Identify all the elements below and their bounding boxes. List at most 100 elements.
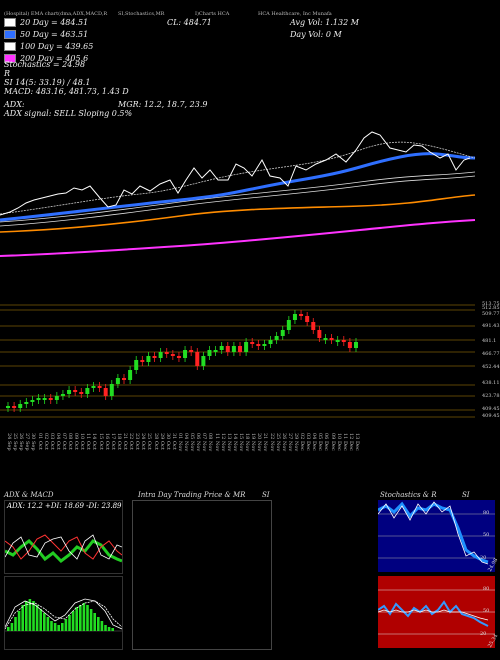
candle-body bbox=[12, 406, 17, 408]
price-level-lines bbox=[0, 304, 475, 418]
rsi-axis-20: 20 bbox=[480, 631, 487, 637]
macd-bar bbox=[14, 617, 17, 631]
macd-value: MACD: 483.16, 481.73, 1.43 D bbox=[4, 87, 129, 96]
candle-body bbox=[91, 386, 96, 388]
candle-body bbox=[231, 346, 236, 352]
macd-bar bbox=[28, 599, 32, 631]
date-label: 08 Nov bbox=[207, 433, 214, 452]
candle-body bbox=[30, 400, 35, 402]
price-label: 423.78 bbox=[482, 393, 500, 399]
macd-bar bbox=[21, 605, 24, 631]
macd-bar bbox=[43, 613, 46, 631]
price-label: 466.77 bbox=[482, 351, 500, 357]
candle-body bbox=[36, 398, 41, 400]
rsi-axis-50: 50 bbox=[483, 608, 490, 614]
legend-swatch bbox=[4, 18, 16, 27]
macd-bar bbox=[57, 625, 60, 631]
macd-bar bbox=[64, 619, 68, 631]
legend-label: 100 Day = 439.65 bbox=[20, 42, 94, 51]
candle-body bbox=[299, 314, 304, 316]
macd-bar bbox=[107, 627, 111, 631]
date-label: 03 Oct bbox=[48, 433, 55, 450]
candle-body bbox=[97, 386, 102, 388]
date-label: 12 Nov bbox=[219, 433, 226, 452]
date-label: 25 Nov bbox=[274, 433, 281, 452]
header-company: HCA Healthcare, Inc Munafa bbox=[258, 11, 332, 17]
date-label: 26 Nov bbox=[280, 433, 287, 452]
legend-label: 200 Day = 405.6 bbox=[20, 54, 89, 63]
candlestick-chart bbox=[6, 310, 358, 412]
adx-panel: ADX: 12.2 +DI: 18.69 -DI: 23.89 bbox=[4, 500, 123, 574]
macd-bar bbox=[82, 603, 86, 631]
candle-body bbox=[60, 394, 65, 396]
date-label: 16 Oct bbox=[103, 433, 110, 450]
ema-50-line bbox=[0, 152, 476, 222]
macd-bar bbox=[35, 605, 39, 631]
macd-bar bbox=[79, 605, 82, 631]
date-label: 12 Dec bbox=[347, 433, 354, 451]
intraday-title: Intra Day Trading Price & MR bbox=[138, 491, 246, 499]
macd-bar bbox=[46, 617, 50, 631]
date-label: 17 Oct bbox=[109, 433, 116, 450]
candle-body bbox=[48, 398, 53, 400]
legend-swatch bbox=[4, 42, 16, 51]
macd-panel bbox=[4, 576, 123, 650]
candle-body bbox=[140, 360, 145, 362]
candle-body bbox=[305, 316, 310, 322]
intraday-panel bbox=[132, 500, 272, 650]
macd-bar bbox=[86, 605, 89, 631]
macd-bar bbox=[25, 601, 28, 631]
rsi-axis-80: 80 bbox=[483, 586, 490, 592]
header-indicators: SI,Stochastics,MR bbox=[118, 11, 165, 17]
macd-bar bbox=[39, 609, 42, 631]
date-label: 29 Oct bbox=[158, 433, 165, 450]
candle-body bbox=[183, 350, 188, 358]
date-label: 14 Nov bbox=[231, 433, 238, 452]
candle-body bbox=[115, 378, 120, 384]
macd-bar bbox=[71, 611, 75, 631]
price-label: 513.75 bbox=[482, 301, 500, 307]
legend-swatch bbox=[4, 30, 16, 39]
candle-body bbox=[134, 360, 139, 370]
price-label: 452.44 bbox=[482, 364, 500, 370]
candle-body bbox=[201, 356, 206, 366]
ema-white-line-a bbox=[0, 171, 476, 223]
adx-lines bbox=[5, 534, 122, 563]
legend-swatch bbox=[4, 54, 16, 63]
macd-bar bbox=[17, 611, 21, 631]
day-volume: Day Vol: 0 M bbox=[290, 30, 342, 39]
candle-body bbox=[67, 390, 72, 394]
candle-body bbox=[280, 330, 285, 336]
close-price: CL: 484.71 bbox=[167, 18, 212, 27]
macd-histogram bbox=[4, 598, 123, 632]
macd-bar bbox=[68, 615, 71, 631]
legend-label: 50 Day = 463.51 bbox=[20, 30, 89, 39]
stochastics-value: Stochastics = 24.98 bbox=[4, 60, 86, 69]
legend-20-day: 20 Day = 484.51 bbox=[4, 18, 93, 27]
candle-body bbox=[73, 390, 78, 392]
ema-legend: 20 Day = 484.51 50 Day = 463.51 100 Day … bbox=[4, 15, 93, 63]
date-label: 15 Oct bbox=[97, 433, 104, 450]
stoch-axis-20: 20 bbox=[480, 555, 487, 561]
candle-body bbox=[311, 322, 316, 330]
candle-body bbox=[335, 340, 340, 342]
date-label: 22 Nov bbox=[268, 433, 275, 452]
date-label: 25 Oct bbox=[146, 433, 153, 450]
candle-body bbox=[329, 338, 334, 340]
macd-bar bbox=[53, 623, 57, 631]
macd-bar bbox=[100, 621, 104, 631]
date-label: 27 Nov bbox=[286, 433, 293, 452]
date-label: 10 Dec bbox=[335, 433, 342, 451]
stochastics-title: Stochastics & R bbox=[380, 491, 437, 499]
macd-bar bbox=[75, 607, 78, 631]
adx-signal: ADX signal: SELL Sloping 0.5% bbox=[4, 109, 133, 118]
rsi-r: R bbox=[4, 69, 11, 78]
price-label: 438.11 bbox=[482, 380, 500, 386]
stochastics-si: SI bbox=[462, 491, 470, 499]
candle-body bbox=[176, 356, 181, 358]
candle-body bbox=[6, 406, 10, 408]
candle-body bbox=[85, 388, 90, 394]
candle-body bbox=[189, 350, 194, 352]
mgr-value: MGR: 12.2, 18.7, 23.9 bbox=[118, 100, 208, 109]
macd-bar bbox=[32, 601, 35, 631]
